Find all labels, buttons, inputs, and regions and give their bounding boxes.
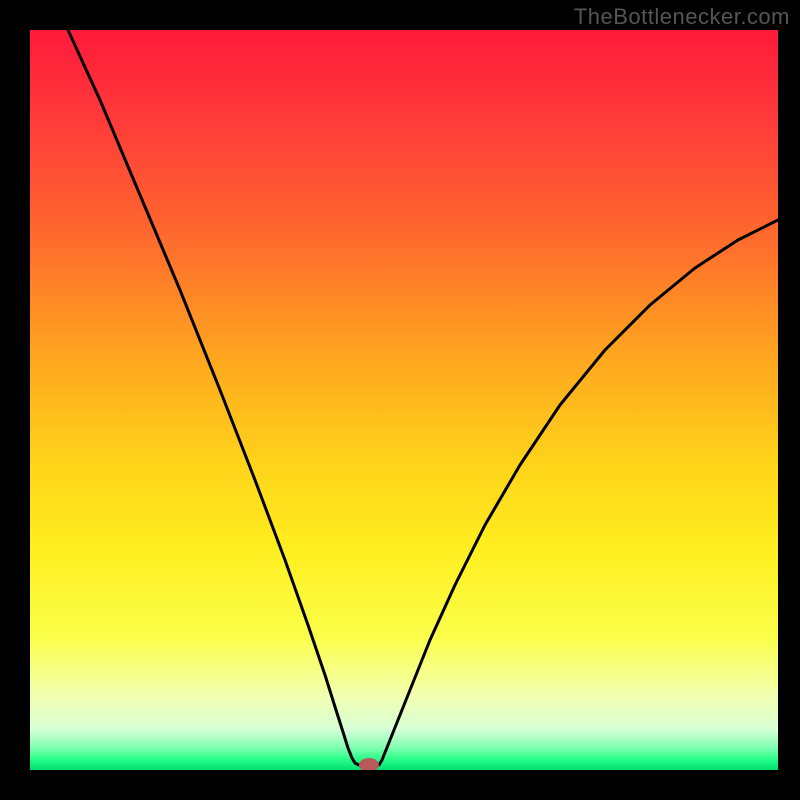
curve-path	[68, 30, 778, 765]
bottleneck-curve	[30, 30, 778, 770]
watermark-text: TheBottlenecker.com	[574, 4, 790, 30]
chart-frame: TheBottlenecker.com	[0, 0, 800, 800]
plot-area	[30, 30, 778, 770]
optimal-point-marker	[359, 758, 379, 770]
